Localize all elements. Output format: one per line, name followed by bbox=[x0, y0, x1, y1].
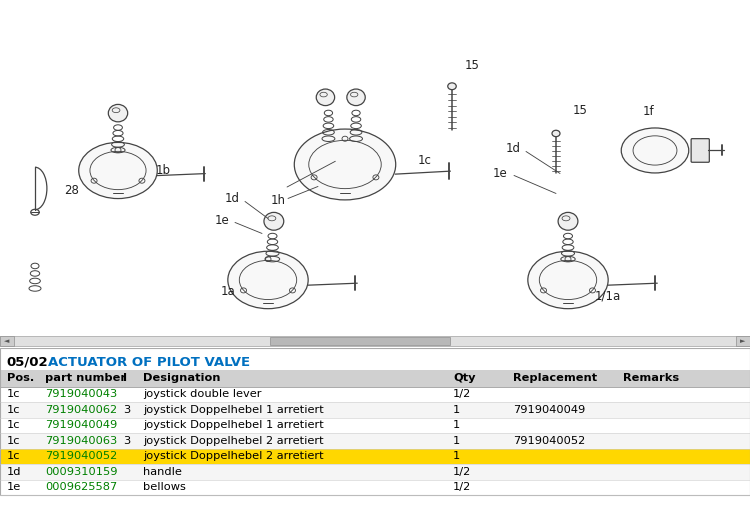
Ellipse shape bbox=[448, 83, 456, 90]
Text: 7919040049: 7919040049 bbox=[45, 420, 117, 430]
Text: 15: 15 bbox=[464, 59, 479, 72]
Text: 1h: 1h bbox=[271, 194, 286, 207]
Ellipse shape bbox=[528, 251, 608, 309]
Text: 1b: 1b bbox=[155, 164, 170, 177]
Text: 0009310159: 0009310159 bbox=[45, 467, 118, 477]
Bar bbox=[270, 337, 450, 345]
Text: 1d: 1d bbox=[506, 142, 520, 155]
Text: 1: 1 bbox=[453, 436, 460, 446]
Text: 1: 1 bbox=[453, 420, 460, 430]
Text: 1c: 1c bbox=[7, 420, 20, 430]
Text: 1a: 1a bbox=[220, 285, 236, 298]
Bar bbox=[0, 418, 750, 433]
Text: 15: 15 bbox=[572, 104, 587, 117]
Text: 1c: 1c bbox=[7, 405, 20, 415]
Text: part number: part number bbox=[45, 373, 126, 384]
Text: 1e: 1e bbox=[493, 167, 507, 180]
Text: 7919040043: 7919040043 bbox=[45, 389, 117, 400]
Text: joystick Doppelhebel 1 arretiert: joystick Doppelhebel 1 arretiert bbox=[143, 405, 324, 415]
Bar bbox=[0, 448, 750, 464]
Ellipse shape bbox=[108, 104, 128, 122]
Bar bbox=[0, 433, 750, 448]
Text: 1c: 1c bbox=[7, 389, 20, 400]
Text: 1c: 1c bbox=[7, 452, 20, 461]
Text: ►: ► bbox=[740, 338, 746, 344]
Text: 1: 1 bbox=[453, 405, 460, 415]
Text: ◄: ◄ bbox=[4, 338, 10, 344]
Text: 1/2: 1/2 bbox=[453, 389, 471, 400]
Text: 7919040062: 7919040062 bbox=[45, 405, 117, 415]
Text: 1: 1 bbox=[453, 452, 460, 461]
Bar bbox=[0, 402, 750, 418]
Text: 7919040063: 7919040063 bbox=[45, 436, 117, 446]
Text: 3: 3 bbox=[123, 436, 130, 446]
Text: I: I bbox=[123, 373, 127, 384]
Text: 1e: 1e bbox=[214, 214, 230, 227]
FancyBboxPatch shape bbox=[692, 139, 709, 162]
Ellipse shape bbox=[294, 129, 396, 200]
Bar bbox=[0, 387, 750, 402]
Text: 1c: 1c bbox=[7, 436, 20, 446]
Text: joystick Doppelhebel 1 arretiert: joystick Doppelhebel 1 arretiert bbox=[143, 420, 324, 430]
Text: Replacement: Replacement bbox=[513, 373, 597, 384]
Text: 1d: 1d bbox=[224, 192, 239, 205]
Bar bbox=[0, 370, 750, 387]
Bar bbox=[0, 336, 14, 346]
Ellipse shape bbox=[316, 89, 334, 105]
Text: 0009625587: 0009625587 bbox=[45, 483, 117, 493]
Bar bbox=[0, 464, 750, 480]
Ellipse shape bbox=[79, 143, 158, 198]
Bar bbox=[0, 336, 750, 346]
Bar bbox=[620, 448, 750, 464]
Ellipse shape bbox=[346, 89, 365, 105]
Text: Remarks: Remarks bbox=[623, 373, 680, 384]
Ellipse shape bbox=[621, 128, 688, 173]
Bar bbox=[736, 336, 750, 346]
Text: 1/2: 1/2 bbox=[453, 483, 471, 493]
Text: 1/1a: 1/1a bbox=[595, 290, 621, 303]
Text: ACTUATOR OF PILOT VALVE: ACTUATOR OF PILOT VALVE bbox=[48, 356, 250, 369]
Text: Qty: Qty bbox=[453, 373, 476, 384]
Ellipse shape bbox=[552, 130, 560, 137]
Text: 3: 3 bbox=[123, 405, 130, 415]
Bar bbox=[0, 480, 750, 495]
Text: joystick double lever: joystick double lever bbox=[143, 389, 262, 400]
Text: 1/2: 1/2 bbox=[453, 467, 471, 477]
Text: joystick Doppelhebel 2 arretiert: joystick Doppelhebel 2 arretiert bbox=[143, 436, 324, 446]
Text: 05/02: 05/02 bbox=[6, 356, 48, 369]
Text: Designation: Designation bbox=[143, 373, 220, 384]
Text: 7919040052: 7919040052 bbox=[513, 436, 585, 446]
Text: 7919040052: 7919040052 bbox=[45, 452, 117, 461]
Text: 1c: 1c bbox=[418, 154, 432, 167]
Ellipse shape bbox=[228, 251, 308, 309]
Text: handle: handle bbox=[143, 467, 182, 477]
Text: 1f: 1f bbox=[642, 105, 654, 118]
Text: 28: 28 bbox=[64, 184, 80, 197]
Ellipse shape bbox=[558, 212, 578, 230]
Text: 1e: 1e bbox=[7, 483, 21, 493]
Text: 7919040049: 7919040049 bbox=[513, 405, 585, 415]
Text: Pos.: Pos. bbox=[7, 373, 34, 384]
Text: bellows: bellows bbox=[143, 483, 186, 493]
Ellipse shape bbox=[264, 212, 284, 230]
Text: 1d: 1d bbox=[7, 467, 22, 477]
Text: joystick Doppelhebel 2 arretiert: joystick Doppelhebel 2 arretiert bbox=[143, 452, 324, 461]
Bar bbox=[0, 348, 750, 495]
